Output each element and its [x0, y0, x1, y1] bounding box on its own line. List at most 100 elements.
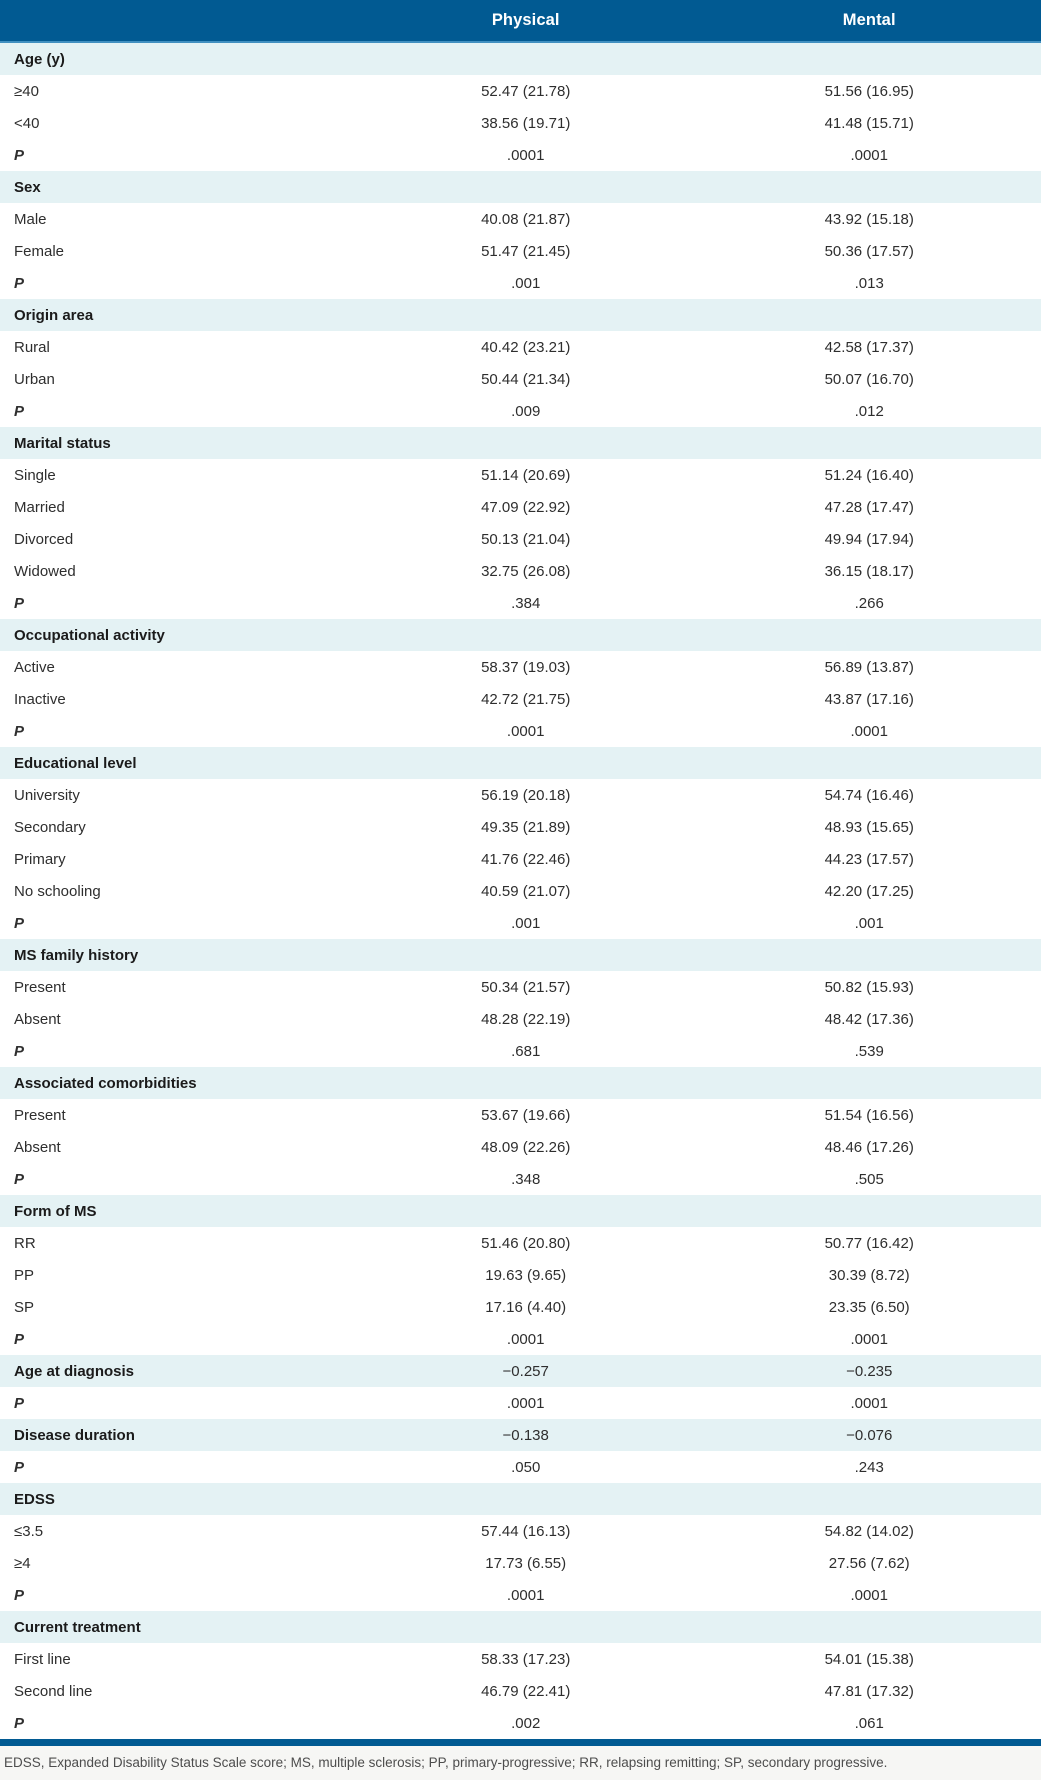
p-value-row: P .0001 .0001: [0, 715, 1041, 747]
physical-value: .002: [511, 1714, 541, 1732]
row-label: No schooling: [14, 882, 101, 900]
physical-value: 51.14 (20.69): [481, 466, 571, 484]
section-header-row: Current treatment: [0, 1611, 1041, 1643]
section-title: Sex: [14, 178, 41, 196]
mental-value: 43.92 (15.18): [824, 210, 914, 228]
physical-value: 50.34 (21.57): [481, 978, 571, 996]
mental-value: 51.56 (16.95): [824, 82, 914, 100]
section-header-row: Associated comorbidities: [0, 1067, 1041, 1099]
data-row: Inactive 42.72 (21.75) 43.87 (17.16): [0, 683, 1041, 715]
data-row: ≥4 17.73 (6.55) 27.56 (7.62): [0, 1547, 1041, 1579]
p-label: P: [14, 1586, 25, 1604]
mental-value: 48.42 (17.36): [824, 1010, 914, 1028]
row-label: Male: [14, 210, 47, 228]
p-label: P: [14, 1394, 25, 1412]
section-header-row: Age (y): [0, 43, 1041, 75]
section-title: Disease duration: [14, 1426, 135, 1444]
section-title: MS family history: [14, 946, 139, 964]
table-header-row: Physical Mental: [0, 0, 1041, 43]
mental-value: .0001: [850, 146, 888, 164]
mental-value: 48.46 (17.26): [824, 1138, 914, 1156]
physical-value: 51.46 (20.80): [481, 1234, 571, 1252]
section-physical-value: −0.138: [502, 1426, 549, 1444]
p-label: P: [14, 1042, 25, 1060]
physical-value: 17.73 (6.55): [485, 1554, 567, 1572]
mental-value: 27.56 (7.62): [828, 1554, 910, 1572]
mental-value: .0001: [850, 1330, 888, 1348]
data-row: No schooling 40.59 (21.07) 42.20 (17.25): [0, 875, 1041, 907]
p-value-row: P .002 .061: [0, 1707, 1041, 1739]
mental-value: 47.81 (17.32): [824, 1682, 914, 1700]
physical-value: .009: [511, 402, 541, 420]
column-header-mental: Mental: [842, 11, 896, 29]
table-bottom-rule: [0, 1739, 1041, 1746]
row-label: First line: [14, 1650, 71, 1668]
physical-value: 42.72 (21.75): [481, 690, 571, 708]
p-value-row: P .0001 .0001: [0, 139, 1041, 171]
mental-value: .001: [854, 914, 884, 932]
section-title: Age at diagnosis: [14, 1362, 135, 1380]
physical-value: 40.08 (21.87): [481, 210, 571, 228]
row-label: Second line: [14, 1682, 93, 1700]
data-row: Absent 48.28 (22.19) 48.42 (17.36): [0, 1003, 1041, 1035]
physical-value: .681: [511, 1042, 541, 1060]
mental-value: 42.58 (17.37): [824, 338, 914, 356]
data-row: Urban 50.44 (21.34) 50.07 (16.70): [0, 363, 1041, 395]
data-row: Second line 46.79 (22.41) 47.81 (17.32): [0, 1675, 1041, 1707]
p-label: P: [14, 594, 25, 612]
physical-value: .384: [511, 594, 541, 612]
physical-value: 40.42 (23.21): [481, 338, 571, 356]
mental-value: .012: [854, 402, 884, 420]
p-label: P: [14, 914, 25, 932]
section-mental-value: −0.235: [846, 1362, 893, 1380]
row-label: SP: [14, 1298, 35, 1316]
section-header-row: Form of MS: [0, 1195, 1041, 1227]
row-label: Female: [14, 242, 65, 260]
section-title: Associated comorbidities: [14, 1074, 197, 1092]
data-row: <40 38.56 (19.71) 41.48 (15.71): [0, 107, 1041, 139]
p-value-row: P .0001 .0001: [0, 1579, 1041, 1611]
data-row: ≤3.5 57.44 (16.13) 54.82 (14.02): [0, 1515, 1041, 1547]
section-title: Current treatment: [14, 1618, 141, 1636]
row-label: Widowed: [14, 562, 76, 580]
physical-value: 49.35 (21.89): [481, 818, 571, 836]
row-label: Present: [14, 1106, 66, 1124]
table-body: Age (y) ≥40 52.47 (21.78) 51.56 (16.95) <40 3…: [0, 43, 1041, 1739]
row-label: Absent: [14, 1138, 61, 1156]
section-header-row: Disease duration −0.138 −0.076: [0, 1419, 1041, 1451]
section-title: Age (y): [14, 50, 65, 68]
physical-value: .0001: [506, 1394, 545, 1412]
section-header-row: Sex: [0, 171, 1041, 203]
mental-value: 50.07 (16.70): [824, 370, 914, 388]
row-label: Present: [14, 978, 66, 996]
p-value-row: P .050 .243: [0, 1451, 1041, 1483]
section-header-row: Educational level: [0, 747, 1041, 779]
data-row: Present 53.67 (19.66) 51.54 (16.56): [0, 1099, 1041, 1131]
mental-value: .0001: [850, 722, 888, 740]
section-header-row: EDSS: [0, 1483, 1041, 1515]
row-label: ≥4: [14, 1554, 31, 1572]
mental-value: 54.82 (14.02): [824, 1522, 914, 1540]
mental-value: 50.77 (16.42): [824, 1234, 914, 1252]
table-footnote: EDSS, Expanded Disability Status Scale s…: [0, 1746, 1041, 1780]
data-row: Widowed 32.75 (26.08) 36.15 (18.17): [0, 555, 1041, 587]
physical-value: .0001: [506, 722, 545, 740]
physical-value: 58.33 (17.23): [481, 1650, 571, 1668]
row-label: Urban: [14, 370, 55, 388]
p-label: P: [14, 1170, 25, 1188]
p-label: P: [14, 146, 25, 164]
physical-value: .0001: [506, 1330, 545, 1348]
mental-value: 54.01 (15.38): [824, 1650, 914, 1668]
data-row: Secondary 49.35 (21.89) 48.93 (15.65): [0, 811, 1041, 843]
p-value-row: P .0001 .0001: [0, 1387, 1041, 1419]
p-label: P: [14, 1330, 25, 1348]
row-label: <40: [14, 114, 40, 132]
row-label: Rural: [14, 338, 50, 356]
physical-value: 56.19 (20.18): [481, 786, 571, 804]
data-row: Absent 48.09 (22.26) 48.46 (17.26): [0, 1131, 1041, 1163]
data-row: RR 51.46 (20.80) 50.77 (16.42): [0, 1227, 1041, 1259]
data-row: Female 51.47 (21.45) 50.36 (17.57): [0, 235, 1041, 267]
section-title: Marital status: [14, 434, 111, 452]
mental-value: 43.87 (17.16): [824, 690, 914, 708]
row-label: Divorced: [14, 530, 74, 548]
